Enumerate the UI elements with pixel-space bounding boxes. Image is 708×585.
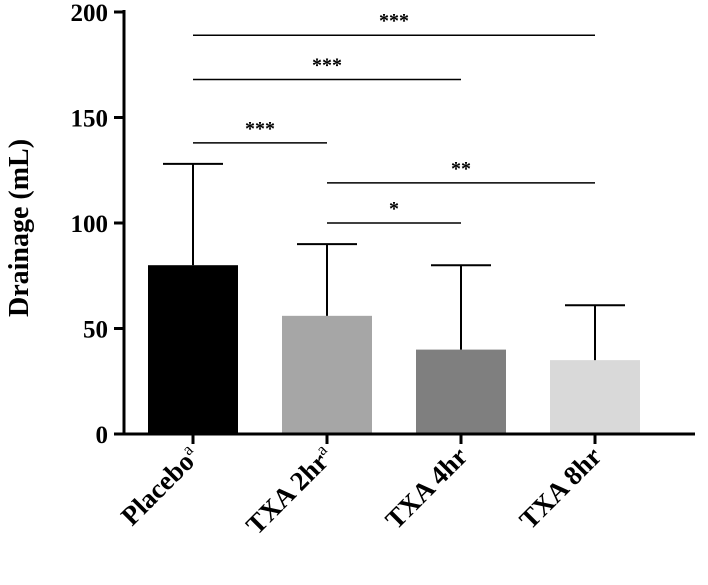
y-tick-label-150: 150 bbox=[71, 106, 109, 133]
y-tick-label-50: 50 bbox=[83, 317, 108, 344]
x-tick-label-2: TXA 2hra bbox=[239, 440, 339, 540]
significance-label-3: *** bbox=[245, 118, 275, 140]
x-tick-label-3: TXA 4hr bbox=[379, 441, 473, 535]
significance-label-4: ** bbox=[451, 158, 471, 180]
y-tick-label-100: 100 bbox=[71, 211, 109, 238]
y-tick-label-200: 200 bbox=[71, 0, 109, 27]
significance-group: ************ bbox=[193, 10, 595, 224]
bar-3 bbox=[416, 349, 506, 434]
bar-1 bbox=[148, 265, 238, 434]
error-bars-group bbox=[163, 162, 625, 361]
bar-4 bbox=[550, 360, 640, 434]
bars-group bbox=[148, 265, 640, 434]
significance-label-1: *** bbox=[379, 10, 409, 32]
significance-label-2: *** bbox=[312, 55, 342, 77]
significance-label-5: * bbox=[389, 198, 399, 220]
bar-2 bbox=[282, 315, 372, 434]
y-tick-label-0: 0 bbox=[96, 422, 109, 449]
x-tick-label-4: TXA 8hr bbox=[513, 441, 607, 535]
y-axis-title: Drainage (mL) bbox=[4, 139, 35, 317]
x-tick-label-1: Placeboa bbox=[114, 440, 205, 531]
